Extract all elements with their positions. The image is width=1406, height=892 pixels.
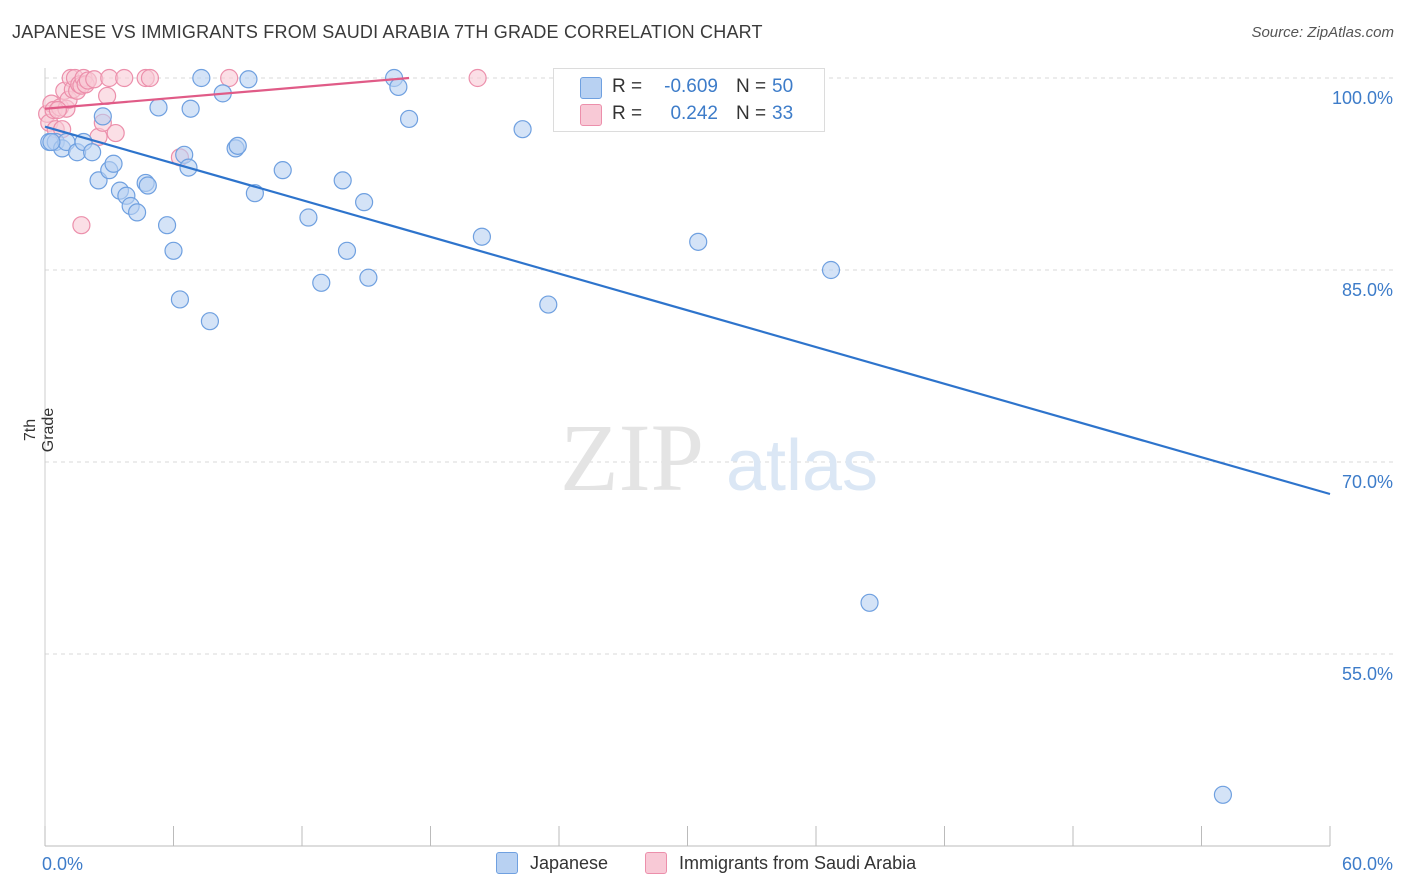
x-tick-label: 60.0%	[1342, 854, 1393, 874]
japanese-point	[860, 593, 879, 612]
japanese-point	[333, 171, 352, 190]
legend-label-japanese: Japanese	[530, 852, 609, 873]
legend-row-japanese: R = -0.609 N = 50	[554, 73, 824, 101]
japanese-point	[1213, 785, 1233, 804]
y-axis-label: 7th Grade	[22, 407, 57, 453]
legend-r-value: 0.242	[670, 103, 718, 124]
japanese-point	[127, 203, 147, 222]
japanese-point	[355, 193, 374, 212]
watermark: ZIP atlas	[560, 404, 878, 511]
japanese-point	[399, 109, 419, 129]
japanese-point	[228, 136, 247, 155]
japanese-point	[192, 68, 211, 88]
japanese-point	[513, 120, 532, 139]
japanese-point	[149, 98, 168, 117]
japanese-point	[104, 154, 123, 173]
japanese-trend-line	[44, 125, 1331, 496]
japanese-point	[299, 208, 318, 227]
japanese-point	[337, 241, 357, 260]
series-legend: Japanese Immigrants from Saudi Arabia	[0, 850, 1406, 878]
correlation-legend: R = -0.609 N = 50 R = 0.242 N = 33	[553, 68, 825, 132]
legend-swatch-saudi	[645, 852, 667, 874]
japanese-point	[170, 290, 190, 309]
japanese-point	[83, 143, 102, 162]
saudi-point	[48, 100, 67, 120]
japanese-point	[181, 99, 200, 118]
legend-item-saudi[interactable]: Immigrants from Saudi Arabia	[645, 852, 916, 874]
saudi-points	[38, 68, 487, 235]
y-tick-label: 55.0%	[1342, 664, 1393, 684]
legend-r-label: R =	[612, 103, 643, 124]
y-tick-label: 70.0%	[1342, 472, 1393, 492]
source-credit: Source: ZipAtlas.com	[1251, 24, 1394, 41]
y-tick-label: 100.0%	[1332, 88, 1393, 108]
japanese-point	[689, 232, 708, 251]
japanese-point	[93, 107, 112, 126]
saudi-point	[98, 86, 117, 106]
japanese-point	[164, 241, 183, 260]
legend-swatch-saudi	[580, 104, 602, 126]
legend-row-saudi: R = 0.242 N = 33	[554, 100, 824, 128]
x-tick-labels: 0.0% 60.0%	[42, 854, 1393, 874]
saudi-point	[72, 216, 91, 235]
legend-n-label: N =	[736, 76, 767, 97]
japanese-point	[138, 176, 157, 195]
japanese-point	[389, 77, 408, 97]
japanese-point	[42, 132, 61, 152]
japanese-points	[40, 68, 1233, 804]
japanese-point	[472, 227, 491, 246]
watermark-zip: ZIP	[560, 404, 704, 511]
saudi-point	[220, 68, 239, 88]
saudi-point	[468, 68, 487, 88]
japanese-point	[157, 216, 177, 235]
japanese-point	[821, 260, 841, 280]
legend-label-saudi: Immigrants from Saudi Arabia	[679, 852, 917, 873]
legend-item-japanese[interactable]: Japanese	[496, 852, 608, 874]
japanese-point	[359, 268, 378, 287]
grid-lines	[45, 77, 1395, 655]
trend-lines	[44, 76, 1331, 496]
y-tick-labels: 100.0% 85.0% 70.0% 55.0%	[1332, 88, 1393, 684]
legend-r-label: R =	[612, 76, 643, 97]
saudi-point	[106, 123, 125, 143]
saudi-point	[115, 68, 134, 88]
watermark-atlas: atlas	[726, 426, 878, 506]
legend-r-value: -0.609	[664, 76, 718, 97]
saudi-trend-line	[44, 76, 410, 110]
y-tick-label: 85.0%	[1342, 280, 1393, 300]
chart-title: JAPANESE VS IMMIGRANTS FROM SAUDI ARABIA…	[12, 22, 763, 42]
axes	[44, 68, 1331, 847]
legend-n-value: 33	[772, 103, 794, 124]
japanese-point	[273, 161, 292, 180]
saudi-point	[85, 70, 104, 89]
japanese-point	[239, 70, 258, 89]
japanese-point	[312, 273, 331, 292]
saudi-point	[140, 68, 160, 88]
japanese-point	[200, 312, 220, 331]
legend-swatch-japanese	[580, 77, 602, 99]
legend-n-value: 50	[772, 76, 794, 97]
japanese-point	[539, 295, 558, 314]
x-tick-label: 0.0%	[42, 854, 83, 874]
legend-n-label: N =	[736, 103, 767, 124]
legend-swatch-japanese	[496, 852, 518, 874]
